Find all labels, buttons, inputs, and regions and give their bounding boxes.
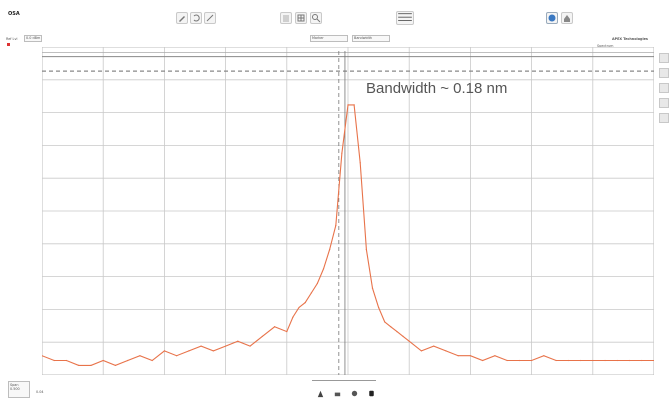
bandwidth-annotation: Bandwidth ~ 0.18 nm (366, 80, 508, 97)
span-label: Span (10, 383, 19, 387)
trace-point (365, 248, 367, 251)
trace-point (237, 340, 239, 342)
trace-point (469, 355, 471, 357)
trace-point (53, 359, 55, 362)
pointer-icon[interactable] (316, 389, 325, 398)
trace-point (628, 359, 631, 362)
grid-icon[interactable] (295, 12, 307, 24)
trace-point (298, 306, 300, 309)
trace-point (482, 359, 484, 362)
side-tab-3[interactable] (659, 83, 669, 93)
brand-label: APEX Technologies (612, 37, 648, 41)
span-value: 0.500 (10, 387, 20, 391)
trace-point (518, 359, 520, 362)
trace-point (127, 359, 129, 362)
spectrum-label: Spectrum (597, 44, 614, 48)
trace-point (65, 359, 68, 362)
app-title: OSA (8, 11, 20, 17)
record-indicator (7, 43, 10, 46)
bandwidth-field[interactable]: Bandwidth (352, 35, 390, 42)
toolbar: OSA (0, 0, 669, 34)
trace-point (322, 268, 325, 270)
spectrum-plot[interactable] (42, 47, 654, 375)
trace-point (273, 326, 276, 328)
bottom-divider (312, 380, 376, 381)
trace-point (151, 359, 153, 362)
trace-point (396, 330, 398, 333)
trace-point (329, 248, 331, 251)
ref-level-field[interactable]: 0.0 dBm (24, 35, 42, 42)
trace-point (555, 359, 557, 362)
trace-point (176, 355, 178, 357)
trace-point (402, 335, 404, 338)
trace-point (139, 355, 141, 357)
trace-point (212, 350, 214, 352)
trace-point (543, 355, 545, 357)
trace-point (567, 359, 569, 362)
span-box: Span 0.500 (8, 381, 30, 398)
trace-point (641, 359, 643, 362)
trace-point (390, 326, 392, 328)
trace-point (292, 316, 294, 318)
trace-point (200, 345, 202, 347)
trace-point (163, 350, 165, 352)
trace-point (616, 359, 618, 362)
trace-point (261, 335, 263, 338)
zoom-wand-icon[interactable] (204, 12, 216, 24)
trace-point (420, 350, 423, 352)
trace-point (445, 350, 447, 352)
trace-point (316, 282, 318, 284)
trace-point (378, 306, 380, 309)
side-tab-4[interactable] (659, 98, 669, 108)
trace-point (78, 364, 80, 366)
trace-point (457, 355, 459, 357)
trace-point (304, 302, 306, 304)
trace-point (249, 345, 251, 347)
trace-point (188, 350, 190, 352)
document-icon[interactable] (280, 12, 292, 24)
stop-icon[interactable] (367, 389, 376, 398)
trace-point (579, 359, 582, 362)
settings-icon[interactable] (350, 389, 359, 398)
trace-point (335, 224, 337, 227)
side-tab-1[interactable] (659, 53, 669, 63)
trace-point (531, 359, 533, 362)
trace-point (42, 355, 43, 357)
draw-pen-icon[interactable] (176, 12, 188, 24)
trace-point (506, 359, 508, 362)
rbw-label: 0.04 (36, 390, 44, 394)
home-icon[interactable] (561, 12, 573, 24)
trace-point (102, 359, 104, 362)
trace-point (347, 104, 349, 106)
trace-point (353, 104, 355, 106)
trace-point (433, 345, 435, 347)
trace-point (653, 359, 654, 362)
print-icon[interactable] (333, 389, 342, 398)
trace-point (371, 287, 374, 289)
ref-level-label: Ref Lvl (6, 37, 18, 41)
side-tab-5[interactable] (659, 113, 669, 123)
trace-point (408, 340, 410, 342)
trace-point (592, 359, 594, 362)
trace-table-icon[interactable] (396, 11, 414, 25)
trace-point (310, 292, 312, 294)
side-tab-2[interactable] (659, 68, 669, 78)
trace-point (225, 345, 227, 347)
undo-arrow-icon[interactable] (190, 12, 202, 24)
trace-point (286, 330, 288, 333)
trace-point (114, 364, 117, 366)
trace-point (341, 152, 343, 154)
trace-point (604, 359, 606, 362)
trace-point (359, 162, 361, 164)
globe-icon[interactable] (546, 12, 558, 24)
trace-point (494, 355, 496, 357)
trace-point (90, 364, 92, 366)
marker-field[interactable]: Marker (310, 35, 348, 42)
search-icon[interactable] (310, 12, 322, 24)
trace-point (384, 321, 386, 323)
